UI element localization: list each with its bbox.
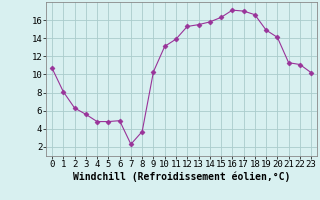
X-axis label: Windchill (Refroidissement éolien,°C): Windchill (Refroidissement éolien,°C) <box>73 172 290 182</box>
